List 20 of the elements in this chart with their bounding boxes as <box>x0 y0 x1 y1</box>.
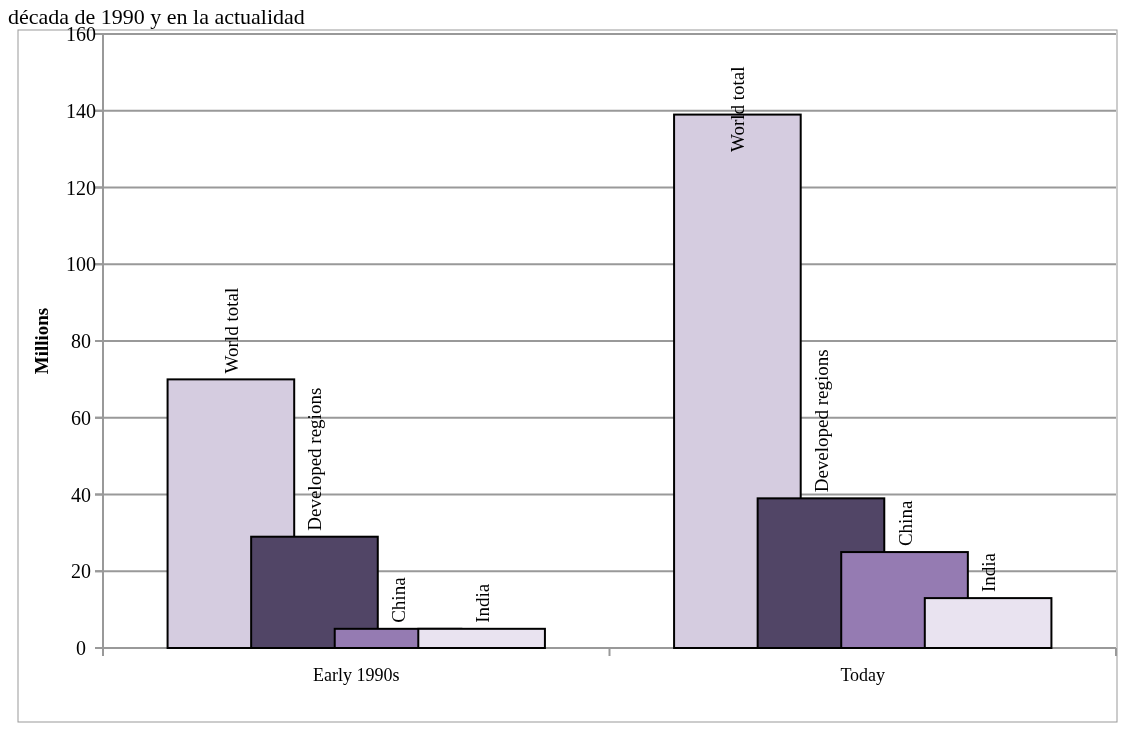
text: Developed regions <box>304 387 326 531</box>
y-axis-title: Millions <box>31 307 52 375</box>
y-tick-label: 140 <box>66 99 96 122</box>
y-tick-label: 40 <box>71 483 91 506</box>
text: China <box>388 576 410 623</box>
y-tick-label: 0 <box>76 637 86 659</box>
y-tick-label: 20 <box>71 560 91 583</box>
x-tick-label: Today <box>840 665 886 685</box>
y-tick-label: 80 <box>71 330 91 352</box>
text: India <box>978 553 1000 593</box>
text: World total <box>727 66 749 152</box>
y-tick-label: 160 <box>66 23 96 45</box>
text: China <box>894 500 916 547</box>
y-tick-label: 100 <box>66 253 96 276</box>
text: Developed regions <box>810 349 832 493</box>
text: India <box>471 583 493 623</box>
y-tick-label: 60 <box>71 406 91 429</box>
y-tick-label: 120 <box>66 176 96 199</box>
text: World total <box>220 287 242 374</box>
x-tick-label: Early 1990s <box>313 665 400 685</box>
